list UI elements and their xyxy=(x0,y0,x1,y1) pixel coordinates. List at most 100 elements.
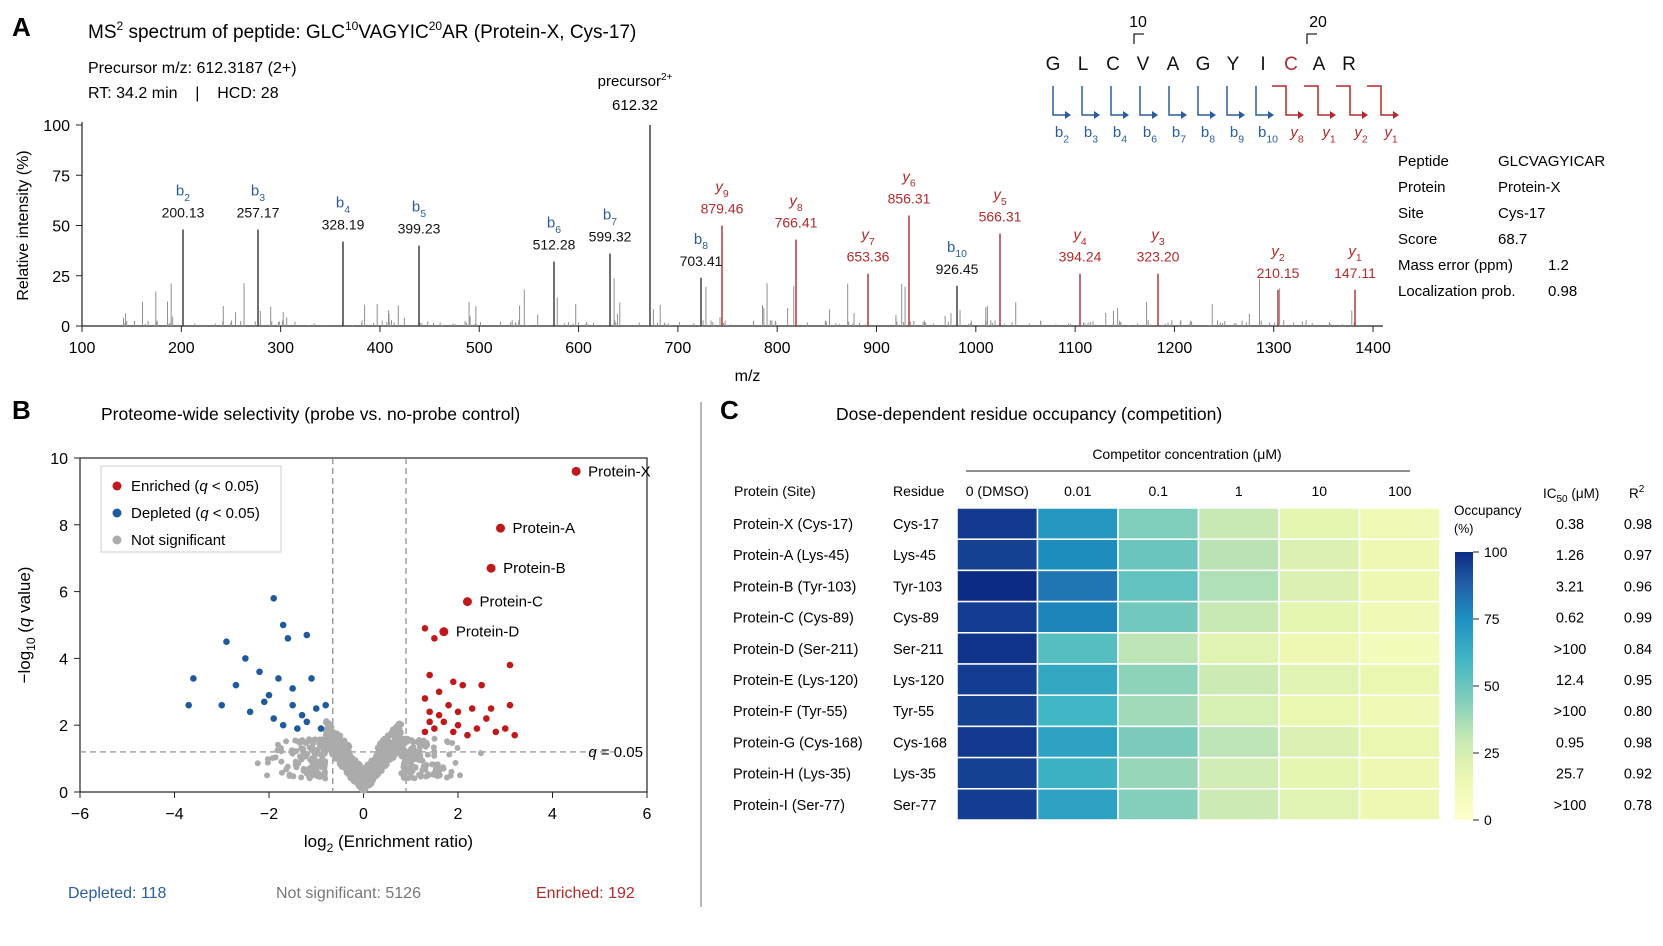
labeled-point-name: Protein-C xyxy=(479,594,543,611)
depleted-point xyxy=(303,631,311,639)
psm-info-table: Peptide GLCVAGYICAR Protein Protein-X Site Cy… xyxy=(1398,153,1605,300)
colorbar-title: Occupancy xyxy=(1454,503,1522,518)
x-tick-label: 1200 xyxy=(1157,340,1193,357)
heatmap-cell xyxy=(1036,569,1119,603)
not-significant-point xyxy=(321,771,328,778)
info-key: Localization prob. xyxy=(1398,283,1516,300)
heatmap-cell xyxy=(1036,663,1119,696)
heatmap-cell xyxy=(1117,507,1200,540)
not-significant-point xyxy=(298,756,305,763)
labeled-point-name: Protein-X xyxy=(588,463,651,480)
panel-a-letter: A xyxy=(12,12,31,42)
not-significant-point xyxy=(278,769,285,776)
peak-ion-label: b7 xyxy=(603,207,617,228)
panel-c-title: Dose-dependent residue occupancy (compet… xyxy=(836,404,1222,424)
not-significant-point xyxy=(346,771,353,778)
x-tick-label: 0 xyxy=(359,806,368,823)
peak-mz-label: 512.28 xyxy=(533,237,576,253)
row-protein-label: Protein-F (Tyr-55) xyxy=(733,704,847,720)
not-significant-point xyxy=(378,758,385,765)
heatmap-cell xyxy=(1278,569,1361,603)
labeled-enriched-point xyxy=(462,597,472,607)
peak-ion-label: y2 xyxy=(1270,243,1285,264)
y-tick-label: 10 xyxy=(50,451,68,468)
position-10-label: 10 xyxy=(1129,14,1147,31)
row-r2-value: 0.98 xyxy=(1624,735,1652,751)
row-residue-label: Cys-89 xyxy=(893,611,939,627)
heatmap-cell xyxy=(1036,756,1119,790)
heatmap-cell xyxy=(1117,632,1200,665)
not-significant-point xyxy=(332,755,339,762)
row-protein-label: Protein-G (Cys-168) xyxy=(733,735,863,751)
enriched-point xyxy=(440,718,448,726)
labeled-enriched-point xyxy=(496,523,506,533)
x-tick-label: 700 xyxy=(665,340,692,357)
enriched-point xyxy=(449,728,457,736)
row-ic50-value: 25.7 xyxy=(1556,767,1584,783)
not-significant-point xyxy=(431,735,438,742)
enriched-point xyxy=(426,708,433,716)
info-key: Protein xyxy=(1398,179,1446,196)
heatmap-cell xyxy=(1036,538,1119,572)
not-significant-point xyxy=(372,766,379,773)
not-significant-point xyxy=(362,774,369,781)
heatmap-cell xyxy=(1117,600,1200,634)
heatmap-cell xyxy=(956,632,1039,665)
row-ic50-value: >100 xyxy=(1554,642,1587,658)
enriched-point xyxy=(445,701,452,709)
not-significant-point xyxy=(415,739,422,746)
depleted-point xyxy=(256,668,263,676)
sequence-residue: A xyxy=(1167,54,1180,75)
heatmap-cell xyxy=(1197,725,1280,759)
y-ion-arrow xyxy=(1393,111,1399,119)
peak-mz-label: 394.24 xyxy=(1059,249,1102,265)
enriched-point xyxy=(501,725,509,732)
row-r2-value: 0.96 xyxy=(1624,579,1652,595)
position-20-label: 20 xyxy=(1309,14,1327,31)
heatmap-cell xyxy=(1197,600,1280,634)
x-tick-label: −6 xyxy=(71,806,89,823)
not-significant-point xyxy=(294,738,301,745)
b-ion-arrow xyxy=(1210,111,1216,119)
sequence-residue: G xyxy=(1196,54,1211,75)
heatmap-cell xyxy=(956,725,1039,759)
heatmap-cell xyxy=(1278,600,1361,634)
heatmap-cell xyxy=(1036,632,1119,665)
peak-ion-label: b4 xyxy=(336,195,350,216)
fragment-label: b3 xyxy=(1084,124,1098,145)
not-significant-point xyxy=(385,751,392,758)
legend-label: Enriched (q < 0.05) xyxy=(131,478,259,495)
row-ic50-value: >100 xyxy=(1554,798,1587,814)
info-value: 68.7 xyxy=(1498,231,1527,248)
peak-ion-label: b3 xyxy=(251,183,265,204)
y-tick-label: 6 xyxy=(59,585,68,602)
fragment-label: b9 xyxy=(1230,124,1244,145)
not-significant-point xyxy=(355,760,362,767)
precursor-mz-line: Precursor m/z: 612.3187 (2+) xyxy=(88,60,297,77)
y-ion-arrow xyxy=(1298,111,1304,119)
heatmap-cell xyxy=(1278,756,1361,790)
not-significant-point xyxy=(292,758,299,765)
not-significant-point xyxy=(376,740,383,747)
x-tick-label: −4 xyxy=(165,806,183,823)
heatmap-cell xyxy=(1358,694,1441,728)
not-significant-point xyxy=(403,738,410,745)
not-significant-point xyxy=(408,753,415,760)
heatmap-cell xyxy=(1358,600,1441,634)
depleted-point xyxy=(289,685,296,692)
not-significant-point xyxy=(328,727,335,734)
y-tick-label: 2 xyxy=(59,718,68,735)
heatmap-cell xyxy=(1358,788,1441,821)
peak-mz-label: 856.31 xyxy=(888,190,931,206)
depleted-point xyxy=(279,621,287,629)
x-axis-label: log2 (Enrichment ratio) xyxy=(304,832,473,855)
colorbar-tick-label: 100 xyxy=(1484,544,1508,560)
row-residue-label: Tyr-55 xyxy=(893,704,934,720)
not-significant-point xyxy=(452,759,459,766)
not-significant-point xyxy=(341,737,348,744)
sequence-residue: C xyxy=(1106,54,1120,75)
fragment-label: b4 xyxy=(1113,124,1127,145)
enriched-count: Enriched: 192 xyxy=(536,885,635,902)
not-significant-point xyxy=(424,751,431,758)
depleted-point xyxy=(275,675,282,682)
